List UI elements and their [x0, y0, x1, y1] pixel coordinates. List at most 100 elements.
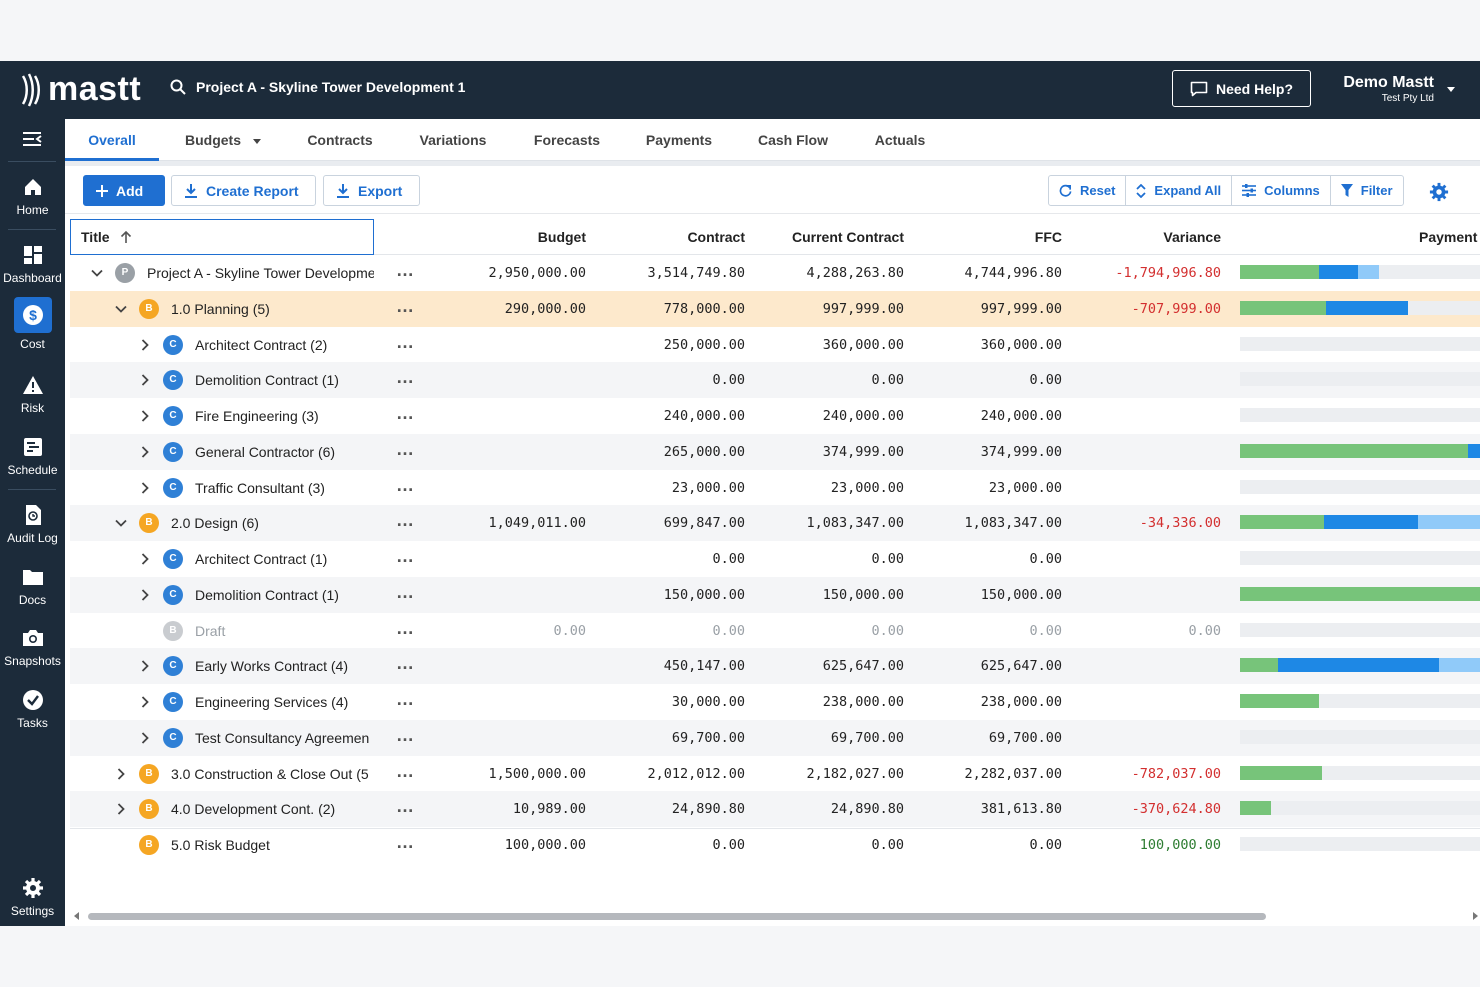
- column-header-current-contract[interactable]: Current Contract: [791, 229, 904, 245]
- row-title[interactable]: 3.0 Construction & Close Out (5: [171, 765, 369, 782]
- scroll-left-icon[interactable]: [74, 912, 79, 920]
- more-options-icon[interactable]: …: [396, 724, 415, 745]
- chevron-down-icon[interactable]: [114, 302, 128, 316]
- more-options-icon[interactable]: …: [396, 760, 415, 781]
- chevron-down-icon[interactable]: [1447, 87, 1455, 92]
- sidebar-item-cost[interactable]: $ Cost: [0, 297, 65, 361]
- chevron-right-icon[interactable]: [114, 802, 128, 816]
- row-title[interactable]: Architect Contract (1): [195, 551, 328, 567]
- chevron-down-icon[interactable]: [90, 266, 104, 280]
- tab-overall[interactable]: Overall: [65, 119, 159, 161]
- table-row[interactable]: C Architect Contract (1) … 0.00 0.00 0.00: [70, 541, 1480, 577]
- project-search[interactable]: Project A - Skyline Tower Development 1: [170, 79, 465, 95]
- table-row[interactable]: B 4.0 Development Cont. (2) … 10,989.00 24,8…: [70, 791, 1480, 828]
- more-options-icon[interactable]: …: [396, 581, 415, 602]
- chevron-right-icon[interactable]: [138, 338, 152, 352]
- more-options-icon[interactable]: …: [396, 796, 415, 817]
- column-header-payment[interactable]: Payment: [1419, 229, 1478, 245]
- export-button[interactable]: Export: [323, 175, 420, 206]
- row-title[interactable]: Engineering Services (4): [195, 694, 349, 710]
- table-row[interactable]: C Test Consultancy Agreemen … 69,700.00 69,7…: [70, 719, 1480, 756]
- tab-cash-flow[interactable]: Cash Flow: [757, 132, 828, 148]
- mastt-logo[interactable]: mastt: [20, 69, 141, 109]
- sidebar-item-settings[interactable]: Settings: [0, 874, 65, 926]
- tab-forecasts[interactable]: Forecasts: [533, 132, 601, 148]
- sidebar-item-risk[interactable]: Risk: [0, 371, 65, 431]
- tab-payments[interactable]: Payments: [645, 132, 713, 148]
- row-title[interactable]: General Contractor (6): [195, 443, 336, 460]
- table-row[interactable]: B 3.0 Construction & Close Out (5 … 1,500,0…: [70, 756, 1480, 792]
- column-header-title[interactable]: Title: [70, 219, 374, 255]
- more-options-icon[interactable]: …: [396, 367, 415, 388]
- more-options-icon[interactable]: …: [396, 653, 415, 674]
- add-button[interactable]: Add: [83, 175, 165, 206]
- chevron-right-icon[interactable]: [138, 481, 152, 495]
- chevron-right-icon[interactable]: [138, 552, 152, 566]
- tab-budgets[interactable]: Budgets: [169, 119, 277, 161]
- row-title[interactable]: 2.0 Design (6): [171, 515, 259, 532]
- more-options-icon[interactable]: …: [396, 474, 415, 495]
- more-options-icon[interactable]: …: [396, 546, 415, 566]
- more-options-icon[interactable]: …: [396, 331, 415, 352]
- more-options-icon[interactable]: …: [396, 260, 415, 280]
- row-title[interactable]: Traffic Consultant (3): [195, 479, 325, 496]
- tab-contracts[interactable]: Contracts: [307, 132, 373, 148]
- scrollbar-thumb[interactable]: [88, 913, 1266, 920]
- chevron-right-icon[interactable]: [114, 767, 128, 781]
- table-row[interactable]: C Architect Contract (2) … 250,000.00 360,00…: [70, 327, 1480, 363]
- row-title[interactable]: Project A - Skyline Tower Developme: [147, 265, 374, 281]
- chevron-right-icon[interactable]: [138, 588, 152, 602]
- reset-button[interactable]: Reset: [1049, 176, 1127, 205]
- tab-variations[interactable]: Variations: [419, 132, 487, 148]
- table-row[interactable]: C Engineering Services (4) … 30,000.00 238,0…: [70, 684, 1480, 720]
- sidebar-item-audit-log[interactable]: Audit Log: [0, 501, 65, 561]
- row-title[interactable]: Draft: [195, 622, 226, 639]
- user-menu[interactable]: Demo Mastt Test Pty Ltd: [1342, 74, 1434, 104]
- more-options-icon[interactable]: …: [396, 403, 415, 423]
- row-title[interactable]: 1.0 Planning (5): [171, 300, 270, 317]
- row-title[interactable]: Architect Contract (2): [195, 336, 328, 353]
- table-row[interactable]: C General Contractor (6) … 265,000.00 374,99…: [70, 433, 1480, 470]
- filter-button[interactable]: Filter: [1331, 176, 1403, 205]
- more-options-icon[interactable]: …: [396, 510, 415, 531]
- chevron-right-icon[interactable]: [138, 695, 152, 709]
- sidebar-item-tasks[interactable]: Tasks: [0, 686, 65, 746]
- row-title[interactable]: Early Works Contract (4): [195, 658, 348, 675]
- column-header-ffc[interactable]: FFC: [1034, 229, 1062, 245]
- table-row[interactable]: B 2.0 Design (6) … 1,049,011.00 699,847.00 1,…: [70, 505, 1480, 542]
- scroll-right-icon[interactable]: [1473, 912, 1478, 920]
- chevron-right-icon[interactable]: [138, 659, 152, 673]
- row-title[interactable]: Test Consultancy Agreemen: [195, 729, 370, 746]
- table-row[interactable]: B 1.0 Planning (5) … 290,000.00 778,000.00 99…: [70, 290, 1480, 327]
- more-options-icon[interactable]: …: [396, 438, 415, 459]
- table-row[interactable]: P Project A - Skyline Tower Developme … 2,9…: [70, 255, 1480, 291]
- chevron-down-icon[interactable]: [114, 516, 128, 530]
- columns-button[interactable]: Columns: [1232, 176, 1331, 205]
- row-title[interactable]: 5.0 Risk Budget: [171, 837, 270, 853]
- row-title[interactable]: Demolition Contract (1): [195, 372, 339, 389]
- expand-all-button[interactable]: Expand All: [1126, 176, 1233, 205]
- row-title[interactable]: Fire Engineering (3): [195, 408, 319, 424]
- table-row[interactable]: C Demolition Contract (1) … 0.00 0.00 0.00: [70, 362, 1480, 399]
- more-options-icon[interactable]: …: [396, 832, 415, 852]
- chevron-right-icon[interactable]: [138, 445, 152, 459]
- more-options-icon[interactable]: …: [396, 617, 415, 638]
- tab-actuals[interactable]: Actuals: [874, 132, 926, 148]
- row-title[interactable]: Demolition Contract (1): [195, 586, 339, 603]
- chevron-right-icon[interactable]: [138, 731, 152, 745]
- column-header-budget[interactable]: Budget: [537, 229, 586, 245]
- column-header-variance[interactable]: Variance: [1163, 229, 1221, 245]
- menu-collapse-icon[interactable]: [22, 131, 42, 152]
- table-settings-gear-icon[interactable]: [1429, 182, 1449, 207]
- column-header-contract[interactable]: Contract: [687, 229, 745, 245]
- table-row[interactable]: C Early Works Contract (4) … 450,147.00 625,…: [70, 648, 1480, 685]
- table-row[interactable]: B Draft … 0.00 0.00 0.00 0.00 0.00: [70, 613, 1480, 649]
- horizontal-scrollbar[interactable]: [70, 909, 1480, 923]
- row-title[interactable]: 4.0 Development Cont. (2): [171, 801, 336, 818]
- create-report-button[interactable]: Create Report: [171, 175, 316, 206]
- table-row[interactable]: B 5.0 Risk Budget … 100,000.00 0.00 0.00 0.00 1…: [70, 827, 1480, 863]
- sidebar-item-dashboard[interactable]: Dashboard: [0, 241, 65, 301]
- chevron-right-icon[interactable]: [138, 409, 152, 423]
- table-row[interactable]: C Demolition Contract (1) … 150,000.00 150,0…: [70, 576, 1480, 613]
- table-row[interactable]: C Fire Engineering (3) … 240,000.00 240,000.…: [70, 398, 1480, 434]
